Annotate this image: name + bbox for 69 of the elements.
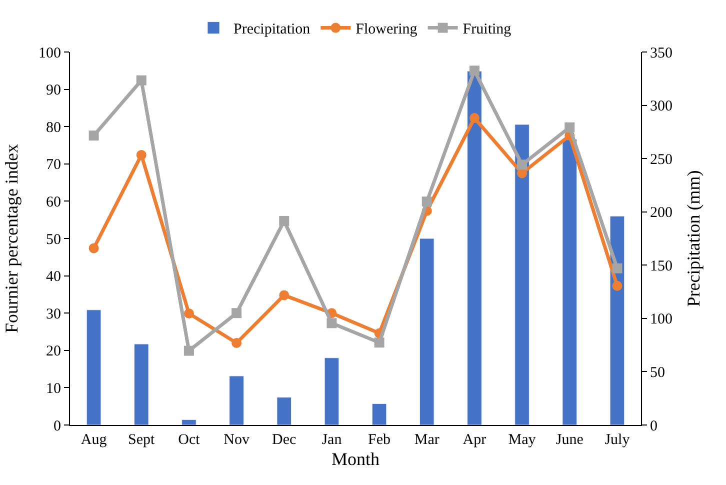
x-tick-label: Aug [80, 432, 108, 448]
bar [514, 124, 530, 425]
point [469, 66, 480, 76]
point [469, 113, 480, 124]
point [564, 122, 575, 132]
point [184, 346, 194, 356]
bar [467, 70, 482, 425]
y-tick-label: 90 [46, 82, 61, 99]
y2-tick-label: 300 [650, 98, 672, 115]
x-tick-label: June [556, 432, 584, 448]
x-tick-label: Feb [368, 432, 391, 448]
bar [419, 238, 434, 425]
legend-label: Fruiting [462, 22, 512, 38]
point [136, 75, 146, 86]
y2-tick-label: 250 [650, 152, 672, 168]
point [232, 338, 242, 348]
point [88, 243, 99, 254]
point [326, 318, 337, 328]
bar [276, 397, 292, 425]
point [517, 160, 528, 170]
x-tick-label: Jan [322, 432, 342, 448]
point [612, 280, 622, 291]
x-tick-label: Dec [272, 432, 297, 448]
bar [610, 216, 625, 425]
bar [372, 403, 387, 425]
y2-tick-label: 100 [650, 312, 672, 328]
point [517, 168, 528, 178]
point [136, 150, 146, 160]
y-tick-label: 70 [46, 157, 61, 174]
point [612, 263, 622, 274]
point [184, 308, 194, 318]
y2-tick-label: 200 [650, 205, 672, 222]
point [422, 196, 432, 207]
legend-label: Flowering [356, 22, 418, 38]
y-tick-label: 30 [46, 306, 61, 322]
y2-tick-label: 350 [650, 45, 672, 62]
y-tick-label: 80 [46, 120, 61, 136]
y-tick-label: 40 [46, 269, 61, 286]
y2-tick-label: 0 [650, 418, 658, 434]
y-tick-label: 100 [38, 45, 61, 62]
point [279, 290, 290, 300]
point [279, 216, 290, 226]
y-tick-label: 20 [46, 344, 61, 360]
bar [134, 344, 149, 425]
point [88, 130, 99, 141]
x-tick-label: May [508, 432, 536, 448]
bar [182, 419, 196, 425]
y2-tick-label: 150 [650, 258, 672, 274]
bar [562, 139, 578, 425]
y-tick-label: 10 [46, 380, 61, 397]
y2-axis-title: Precipitation (mm) [684, 170, 704, 307]
point [232, 308, 242, 318]
x-tick-label: July [604, 432, 630, 448]
x-tick-label: Apr [462, 432, 486, 448]
bar [324, 358, 340, 425]
y2-tick-label: 50 [650, 364, 665, 381]
y-tick-label: 50 [46, 232, 61, 248]
y-axis-title: Fournier percentage index [2, 144, 22, 333]
x-tick-label: Mar [414, 432, 440, 448]
x-axis-title: Month [331, 449, 380, 470]
x-tick-label: Sept [128, 432, 156, 448]
y-tick-label: 0 [54, 418, 61, 434]
bar [86, 310, 102, 425]
legend-label: Precipitation [234, 22, 311, 38]
y-tick-label: 60 [46, 194, 61, 210]
x-tick-label: Nov [224, 432, 250, 448]
point [374, 338, 384, 348]
x-tick-label: Oct [178, 432, 201, 448]
bar [229, 376, 244, 425]
